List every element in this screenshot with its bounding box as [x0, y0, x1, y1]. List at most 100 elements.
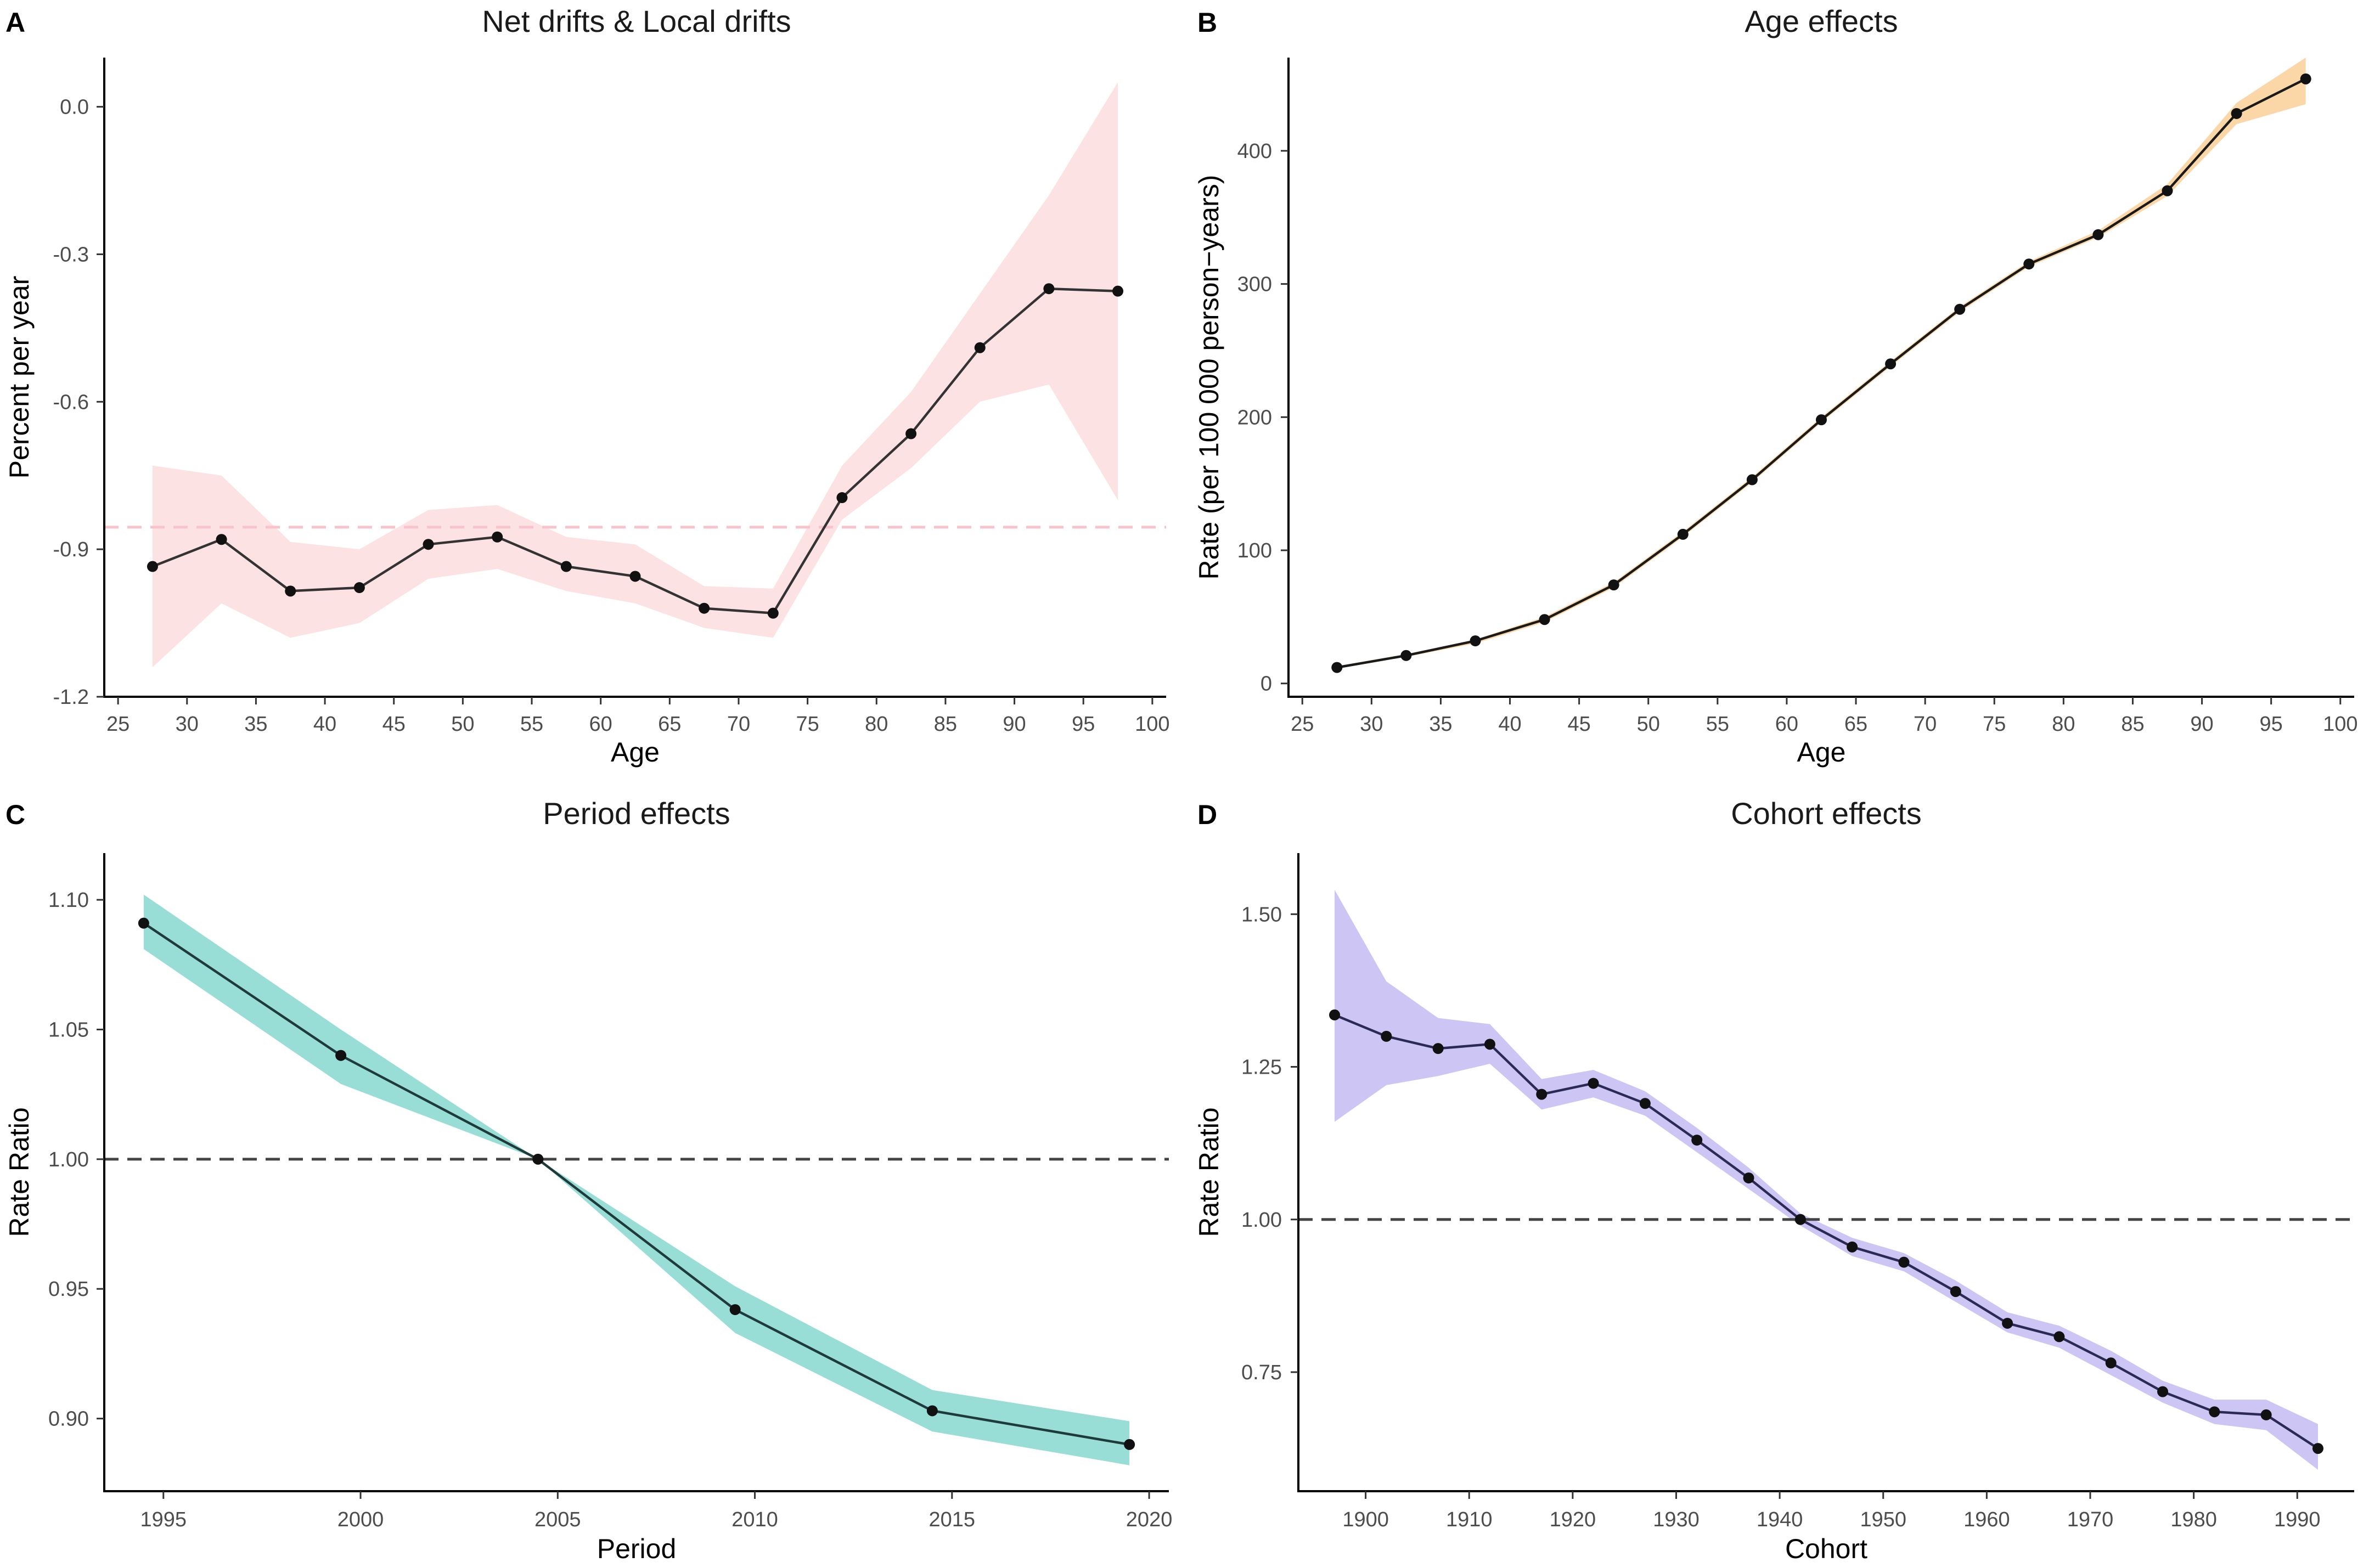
series-line: [1336, 77, 2306, 669]
data-point: [1608, 579, 1619, 591]
x-tick-label: 25: [106, 713, 130, 736]
data-point: [1898, 1256, 1910, 1268]
x-tick-label: 50: [1637, 713, 1660, 736]
data-point: [560, 561, 572, 572]
x-tick-label: 50: [451, 713, 474, 736]
data-point: [2105, 1357, 2117, 1369]
data-point: [423, 539, 434, 550]
data-point: [1746, 474, 1758, 486]
data-point: [836, 492, 848, 504]
panel-c: 1995 2000 2005 2010 2015 2020 0.90 0.95 1.00 1.05…: [4, 796, 1172, 1564]
data-point: [2300, 73, 2311, 84]
data-point: [2157, 1386, 2169, 1397]
data-point: [1112, 285, 1124, 297]
x-axis-title: Period: [597, 1533, 677, 1564]
x-tick-label: 2015: [929, 1508, 976, 1531]
data-point: [492, 531, 503, 543]
panel-title: Cohort effects: [1731, 796, 1922, 831]
data-point: [1691, 1135, 1703, 1146]
y-axis-title: Percent per year: [4, 276, 35, 479]
data-point: [335, 1050, 347, 1061]
x-tick-label: 65: [658, 713, 681, 736]
y-tick-label: 0.0: [60, 96, 89, 119]
x-tick-label: 90: [1003, 713, 1026, 736]
y-tick-label: 1.10: [48, 889, 89, 912]
data-point: [532, 1153, 544, 1165]
x-tick-label: 1990: [2274, 1508, 2321, 1531]
x-tick-label: 1980: [2170, 1508, 2217, 1531]
series-line: [1334, 1013, 2319, 1449]
x-tick-label: 1940: [1757, 1508, 1803, 1531]
data-point: [2092, 229, 2104, 240]
x-tick-label: 40: [1498, 713, 1521, 736]
x-tick-label: 70: [1914, 713, 1937, 736]
data-point: [1954, 303, 1966, 315]
x-tick-label: 40: [313, 713, 336, 736]
panel-a: 25 30 35 40 45 50 55 60 65 70 75 80 85 90 95 100 -1.2 -0.…: [4, 4, 1170, 768]
x-tick-label: 45: [1567, 713, 1590, 736]
data-point: [1950, 1286, 1961, 1298]
x-tick-label: 100: [2323, 713, 2357, 736]
x-tick-label: 95: [2260, 713, 2283, 736]
series-line: [143, 922, 1130, 1446]
data-point: [1539, 614, 1550, 625]
x-tick-label: 80: [2052, 713, 2075, 736]
x-tick-label: 2005: [534, 1508, 581, 1531]
x-tick-label: 100: [1135, 713, 1169, 736]
data-point: [1400, 650, 1412, 661]
x-tick-label: 75: [796, 713, 819, 736]
y-tick-label: 1.00: [1241, 1209, 1282, 1232]
data-point: [2023, 258, 2035, 270]
data-point: [1847, 1241, 1858, 1253]
panel-letter: D: [1197, 799, 1217, 830]
data-point: [699, 602, 710, 614]
y-tick-label: 1.50: [1241, 903, 1282, 926]
data-point: [1043, 283, 1055, 295]
data-point: [1381, 1030, 1392, 1042]
x-tick-label: 70: [727, 713, 750, 736]
y-tick-label: 1.05: [48, 1018, 89, 1041]
y-tick-label: -0.3: [53, 243, 89, 266]
panel-d: 1900 1910 1920 1930 1940 1950 1960 1970 1980 1990…: [1194, 796, 2354, 1564]
y-tick-label: 200: [1237, 406, 1272, 429]
data-point: [1331, 662, 1343, 673]
data-point: [974, 342, 986, 353]
x-tick-label: 1950: [1860, 1508, 1906, 1531]
x-axis-title: Age: [611, 737, 660, 768]
y-tick-label: 0.75: [1241, 1361, 1282, 1384]
data-point: [147, 561, 158, 572]
y-tick-label: 300: [1237, 273, 1272, 296]
x-tick-label: 35: [1429, 713, 1452, 736]
data-point: [2053, 1331, 2065, 1343]
data-point: [2312, 1443, 2323, 1454]
data-point: [1816, 414, 1827, 426]
data-point: [1470, 635, 1481, 647]
data-point: [767, 607, 779, 619]
data-point: [1329, 1009, 1341, 1020]
panel-letter: B: [1197, 7, 1217, 38]
x-axis-title: Cohort: [1785, 1533, 1867, 1564]
confidence-band: [1335, 889, 2318, 1470]
data-point: [138, 917, 149, 929]
data-point: [1124, 1439, 1135, 1450]
panel-letter: A: [5, 7, 25, 38]
data-point: [1588, 1078, 1599, 1089]
panel-title: Period effects: [543, 796, 730, 831]
confidence-band: [143, 894, 1130, 1465]
x-tick-label: 55: [520, 713, 543, 736]
data-point: [926, 1405, 938, 1417]
y-axis-title: Rate (per 100 000 person−years): [1194, 175, 1224, 580]
x-tick-label: 80: [865, 713, 888, 736]
x-tick-label: 25: [1291, 713, 1314, 736]
x-tick-label: 30: [176, 713, 199, 736]
y-tick-label: -0.9: [53, 538, 89, 561]
x-axis-title: Age: [1797, 737, 1846, 768]
panel-letter: C: [5, 799, 25, 830]
x-tick-label: 85: [934, 713, 957, 736]
data-point: [353, 582, 365, 594]
x-tick-label: 1930: [1653, 1508, 1700, 1531]
x-tick-label: 75: [1983, 713, 2006, 736]
confidence-band: [1337, 58, 2306, 669]
data-point: [2260, 1409, 2272, 1420]
